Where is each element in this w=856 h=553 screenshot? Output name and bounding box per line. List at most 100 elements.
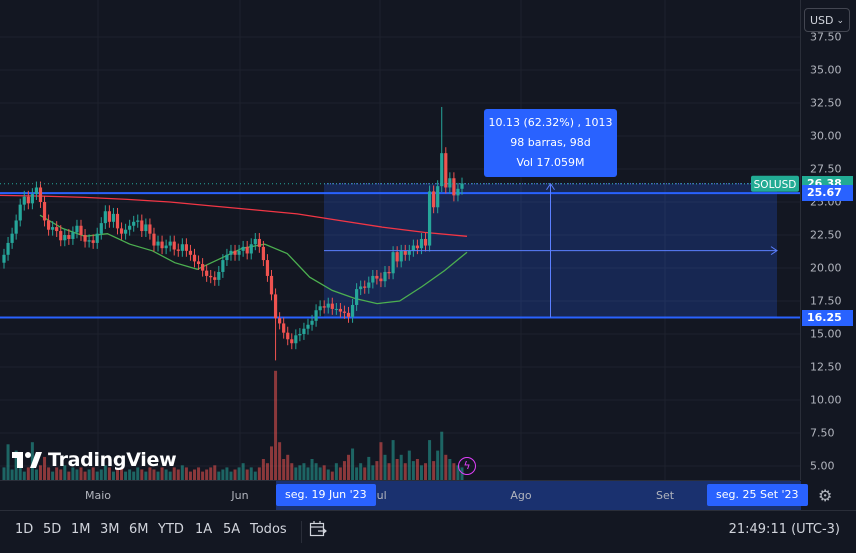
candle-body — [196, 261, 201, 265]
time-label-jul: Jul — [373, 489, 387, 502]
range-start-label: seg. 19 Jun '23 — [276, 484, 376, 506]
time-axis[interactable]: Maio Jun Jul Ago Set seg. 19 Jun '23 seg… — [0, 480, 808, 511]
volume-bar — [282, 459, 286, 480]
candle-body — [156, 241, 160, 246]
candle-body — [427, 191, 432, 246]
candle-body — [75, 225, 79, 233]
volume-bar — [148, 467, 152, 480]
volume-bar — [310, 459, 314, 480]
volume-bar — [257, 467, 261, 480]
range-6m-button[interactable]: 6M — [129, 522, 149, 537]
candle-body — [209, 275, 213, 278]
volume-bar — [192, 469, 196, 480]
volume-bar — [79, 467, 83, 480]
candle-body — [411, 245, 415, 251]
candle-body — [2, 254, 6, 263]
time-label-set: Set — [655, 489, 675, 502]
candle-body — [111, 213, 116, 222]
volume-bar — [172, 467, 176, 480]
candle-body — [444, 153, 448, 188]
price-tick-label: 30.00 — [810, 129, 842, 143]
candle-body — [46, 220, 51, 230]
moving-average-short-line — [39, 214, 468, 305]
volume-bar — [99, 469, 103, 480]
candle-body — [233, 250, 237, 255]
candle-body — [132, 221, 136, 226]
price-tick-label: 17.50 — [810, 294, 842, 308]
range-todos-button[interactable]: Todos — [250, 522, 287, 537]
candle-body — [63, 235, 67, 241]
volume-bar — [278, 442, 282, 480]
volume-bar — [379, 442, 383, 480]
volume-bar — [103, 465, 107, 480]
volume-bar — [156, 471, 160, 480]
candle-body — [168, 241, 172, 246]
candle-body — [140, 220, 144, 232]
range-5d-button[interactable]: 5D — [43, 522, 62, 537]
candle-body — [440, 153, 444, 187]
lightning-icon[interactable]: ϟ — [458, 457, 476, 475]
gear-icon[interactable]: ⚙ — [818, 486, 833, 505]
volume-bar — [237, 467, 241, 480]
volume-bar — [213, 465, 217, 480]
volume-bar — [261, 459, 265, 480]
volume-bar — [375, 461, 379, 480]
volume-bar — [188, 471, 192, 480]
volume-bar — [120, 467, 124, 480]
volume-bar — [407, 450, 411, 480]
clock: 21:49:11 (UTC-3) — [728, 522, 840, 537]
candle-body — [6, 242, 10, 255]
range-1m-button[interactable]: 1M — [71, 522, 91, 537]
volume-bar — [383, 454, 387, 480]
volume-bar — [221, 469, 225, 480]
range-ytd-button[interactable]: YTD — [158, 522, 184, 537]
symbol-label-text: SOLUSD — [754, 179, 797, 191]
price-label-lower-line: 16.25 — [802, 309, 853, 326]
volume-bar — [274, 370, 278, 480]
calendar-range-icon[interactable] — [309, 520, 327, 538]
volume-bar — [322, 465, 326, 480]
volume-bar — [440, 431, 444, 480]
volume-bar — [55, 467, 59, 480]
range-5a-button[interactable]: 5A — [223, 522, 241, 537]
volume-bar — [136, 467, 140, 480]
price-axis[interactable]: 37.50 35.00 32.50 30.00 27.50 25.00 22.50 20.00… — [800, 0, 856, 480]
volume-bar — [91, 467, 95, 480]
candle-body — [383, 271, 387, 282]
measure-volume: Vol 17.059M — [516, 156, 585, 169]
candle-body — [306, 324, 310, 329]
tradingview-logo[interactable]: TradingView — [12, 448, 177, 472]
price-tick-label: 35.00 — [810, 63, 842, 77]
volume-bar — [95, 471, 99, 480]
candle-body — [160, 241, 164, 249]
range-1a-button[interactable]: 1A — [195, 522, 213, 537]
volume-bar — [128, 469, 132, 480]
volume-bar — [347, 454, 351, 480]
volume-bar — [314, 463, 318, 480]
candle-body — [42, 202, 47, 221]
chart-plot-area[interactable]: SOLUSD — [0, 0, 800, 480]
candle-body — [241, 246, 245, 251]
candle-body — [298, 334, 302, 336]
logo-text: TradingView — [48, 449, 177, 471]
volume-bar — [38, 465, 42, 480]
time-label-ago: Ago — [510, 489, 532, 502]
candle-body — [334, 308, 338, 310]
volume-bar — [391, 440, 395, 480]
volume-bar — [51, 471, 55, 480]
tradingview-logo-icon — [12, 452, 42, 468]
candle-body — [51, 227, 55, 230]
volume-bar — [415, 459, 419, 480]
price-tick-label: 5.00 — [810, 459, 835, 473]
volume-bar — [424, 463, 428, 480]
candle-body — [201, 264, 205, 271]
bottom-toolbar: 1D 5D 1M 3M 6M YTD 1A 5A Todos 21:49:11 … — [0, 510, 856, 553]
volume-bar — [34, 469, 38, 480]
candle-body — [407, 250, 411, 255]
volume-bar — [75, 469, 79, 480]
currency-label: USD — [810, 14, 834, 27]
currency-selector[interactable]: USD ⌄ — [804, 8, 850, 32]
range-1d-button[interactable]: 1D — [15, 522, 34, 537]
volume-bar — [302, 463, 306, 480]
range-3m-button[interactable]: 3M — [100, 522, 120, 537]
